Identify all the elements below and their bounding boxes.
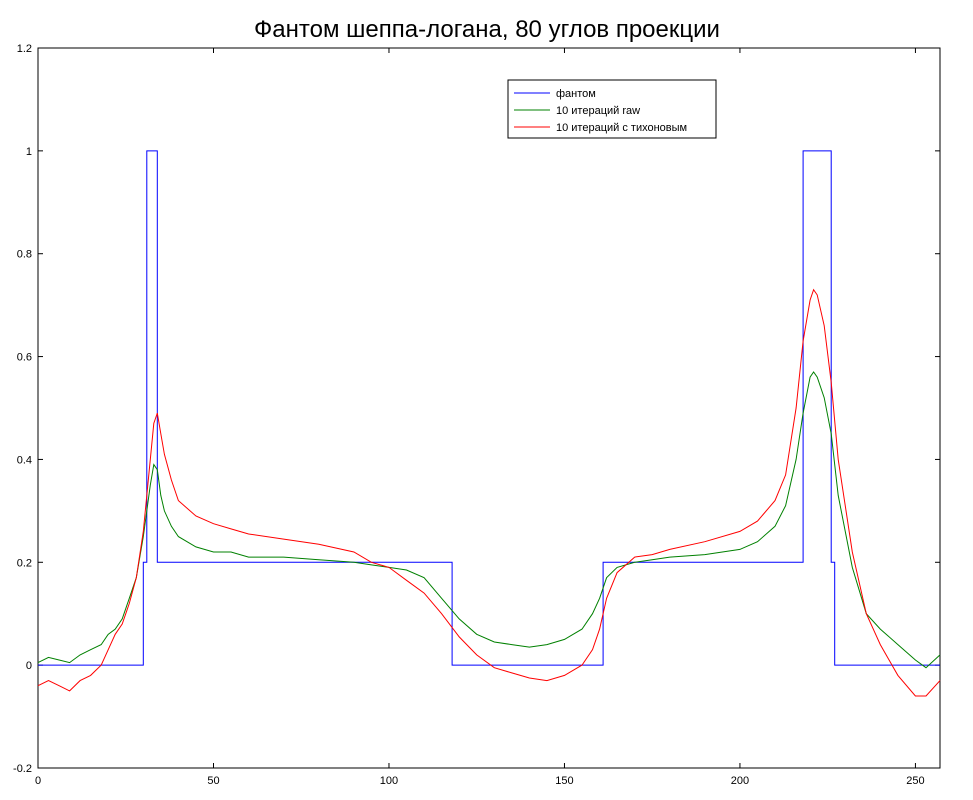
y-tick-label: 1.2: [17, 43, 32, 55]
y-tick-label: 0.2: [17, 557, 32, 569]
x-tick-label: 0: [35, 775, 41, 787]
legend-label-0: фантом: [556, 88, 596, 100]
x-tick-label: 200: [731, 775, 749, 787]
y-tick-label: 0.6: [17, 352, 32, 364]
axis-ticks: 0 50 100 150 200 250-0.200.20.40.60.811.2: [13, 43, 940, 787]
legend-box: [507, 79, 717, 139]
series-line-0: [38, 150, 940, 666]
y-tick-label: 0.8: [17, 249, 32, 261]
series-line-2: [37, 288, 941, 697]
series-layer: [37, 150, 941, 697]
y-tick-label: 0: [26, 660, 32, 672]
legend: фантом 10 итераций raw 10 итераций с тихон…: [507, 79, 717, 139]
x-tick-label: 150: [555, 775, 573, 787]
chart-title: Фантом шеппа-логана, 80 углов проекции: [254, 16, 720, 43]
x-tick-label: 250: [906, 775, 924, 787]
plot-area: [37, 47, 941, 769]
y-tick-label: 0.4: [17, 454, 32, 466]
x-tick-label: 50: [207, 775, 219, 787]
legend-label-2: 10 итераций с тихоновым: [556, 122, 687, 134]
y-tick-label: -0.2: [13, 763, 32, 775]
y-tick-label: 1: [26, 146, 32, 158]
x-tick-label: 100: [380, 775, 398, 787]
legend-label-1: 10 итераций raw: [556, 105, 640, 117]
